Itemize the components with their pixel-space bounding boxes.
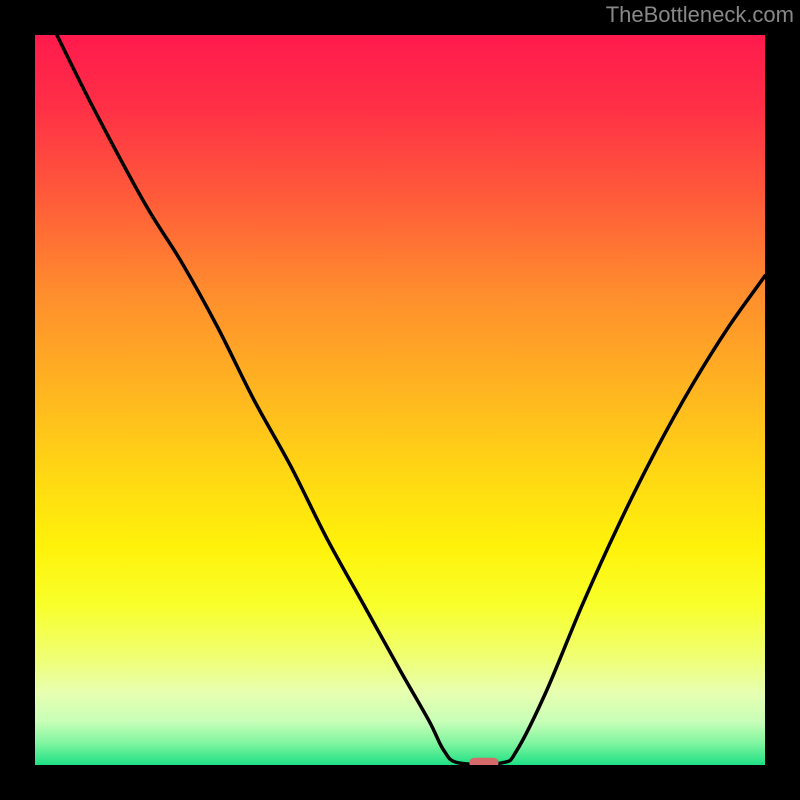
- watermark: TheBottleneck.com: [606, 2, 794, 28]
- chart-background: [35, 35, 765, 765]
- bottleneck-chart: [0, 0, 800, 800]
- chart-container: TheBottleneck.com: [0, 0, 800, 800]
